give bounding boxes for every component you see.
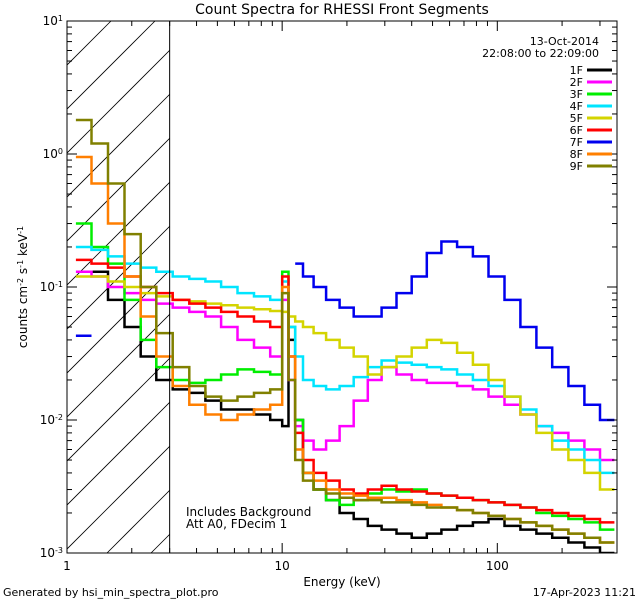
axis-ticks: 1 10 100 10-3 10-2 10-1 100 101 xyxy=(40,14,617,573)
series-layer xyxy=(75,118,615,553)
legend-label-5F: 5F xyxy=(570,112,583,125)
x-axis-label: Energy (keV) xyxy=(303,575,380,589)
legend-label-7F: 7F xyxy=(570,136,583,149)
y-tick-label: 100 xyxy=(43,147,63,162)
series-6F xyxy=(75,258,615,524)
legend-label-6F: 6F xyxy=(570,124,583,137)
hatch-mask xyxy=(169,21,617,553)
y-tick-label: 101 xyxy=(43,14,63,29)
date-label: 13-Oct-2014 xyxy=(530,35,599,48)
legend-label-8F: 8F xyxy=(570,148,583,161)
x-tick-label: 1 xyxy=(63,559,71,573)
generated-by-label: Generated by hsi_min_spectra_plot.pro xyxy=(3,586,219,599)
annotation-attenuator: Att A0, FDecim 1 xyxy=(186,517,287,531)
x-tick-label: 10 xyxy=(275,559,290,573)
timestamp-label: 17-Apr-2023 11:21 xyxy=(533,586,636,599)
legend-label-9F: 9F xyxy=(570,160,583,173)
hatch-line xyxy=(67,21,200,154)
y-tick-label: 10-3 xyxy=(40,546,63,561)
series-7F xyxy=(75,240,615,422)
legend-label-1F: 1F xyxy=(570,64,583,77)
y-tick-label: 10-2 xyxy=(40,413,63,428)
excluded-region-hatch xyxy=(67,21,617,553)
y-tick-label: 10-1 xyxy=(40,280,63,295)
series-9F xyxy=(75,118,615,544)
hatch-line xyxy=(67,21,244,198)
legend-label-3F: 3F xyxy=(570,88,583,101)
annotation-background: Includes Background xyxy=(186,505,311,519)
y-axis-label: counts cm-2 s-1 keV-1 xyxy=(16,226,31,348)
time-range-label: 22:08:00 to 22:09:00 xyxy=(482,47,599,60)
chart-title: Count Spectra for RHESSI Front Segments xyxy=(195,2,489,18)
legend-label-4F: 4F xyxy=(570,100,583,113)
x-tick-label: 100 xyxy=(486,559,509,573)
legend-label-2F: 2F xyxy=(570,76,583,89)
